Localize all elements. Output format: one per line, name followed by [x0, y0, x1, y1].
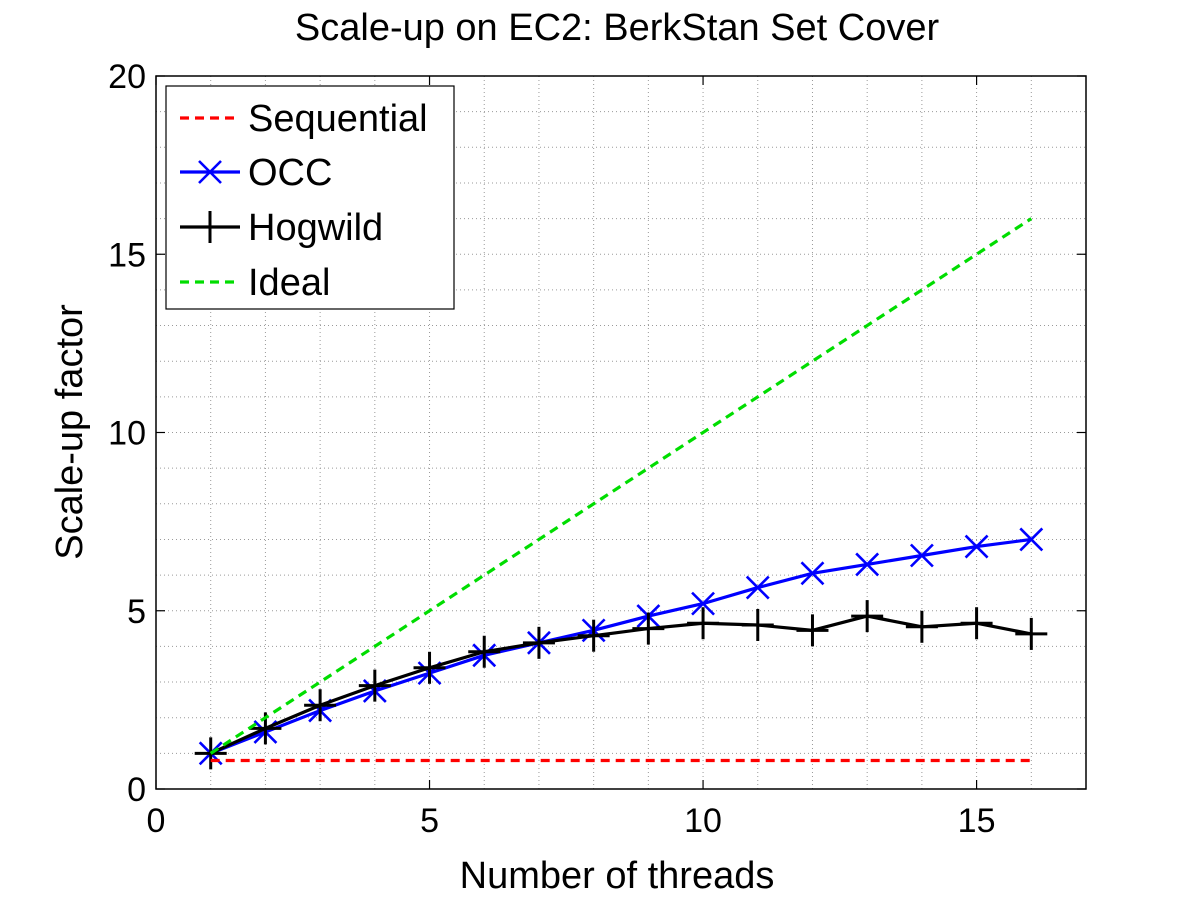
x-tick-label: 5	[420, 802, 439, 840]
hogwild-marker	[851, 600, 884, 633]
hogwild-marker	[1015, 617, 1048, 650]
series-hogwild	[194, 600, 1048, 770]
hogwild-marker	[468, 635, 501, 668]
series-line-occ	[210, 537, 1032, 755]
hogwild-marker	[905, 610, 938, 643]
occ-marker	[1019, 527, 1044, 552]
y-axis-title: Scale-up factor	[49, 304, 91, 560]
x-tick-label: 15	[958, 802, 996, 840]
series-line-ideal	[209, 217, 1033, 755]
chart-title: Scale-up on EC2: BerkStan Set Cover	[295, 7, 940, 49]
occ-marker	[745, 575, 770, 600]
series-layer	[194, 217, 1048, 770]
x-axis-title: Number of threads	[460, 855, 775, 897]
legend: Sequential OCC Hogwild Ideal	[165, 85, 455, 310]
legend-box	[165, 85, 455, 310]
legend-label-ideal: Ideal	[248, 262, 330, 304]
hogwild-marker	[741, 609, 774, 642]
legend-entry-sequential: Sequential	[180, 98, 428, 140]
y-tick-label: 10	[108, 415, 146, 453]
hogwild-marker	[413, 651, 446, 684]
series-line-hogwild	[210, 614, 1032, 755]
occ-marker	[800, 561, 825, 586]
occ-marker	[691, 591, 715, 616]
occ-marker	[855, 552, 880, 577]
occ-marker	[964, 534, 989, 559]
occ-marker	[198, 160, 222, 184]
y-tick-label: 15	[108, 236, 146, 274]
y-tick-label: 20	[108, 58, 146, 96]
y-tick-label: 0	[127, 771, 146, 809]
legend-entry-ideal: Ideal	[180, 262, 330, 304]
hogwild-marker	[358, 669, 391, 702]
hogwild-marker	[796, 614, 829, 647]
hogwild-marker	[960, 607, 993, 640]
legend-label-occ: OCC	[248, 152, 332, 194]
x-tick-label: 10	[684, 802, 722, 840]
axis-ticks: 0 5 10 15 0 5 10 15 20	[108, 58, 1086, 840]
occ-marker	[909, 543, 934, 568]
hogwild-marker	[304, 689, 337, 722]
legend-entry-hogwild: Hogwild	[180, 207, 383, 249]
legend-entry-occ: OCC	[180, 152, 332, 194]
series-ideal	[209, 217, 1033, 755]
hogwild-marker	[632, 612, 665, 645]
x-tick-label: 0	[147, 802, 166, 840]
legend-label-hogwild: Hogwild	[248, 207, 383, 249]
legend-label-sequential: Sequential	[248, 98, 428, 140]
hogwild-marker	[194, 211, 226, 243]
y-tick-label: 5	[127, 593, 146, 631]
hogwild-marker	[687, 607, 720, 640]
hogwild-marker	[577, 619, 610, 652]
grid-lines	[156, 76, 1086, 789]
hogwild-marker	[522, 626, 555, 659]
